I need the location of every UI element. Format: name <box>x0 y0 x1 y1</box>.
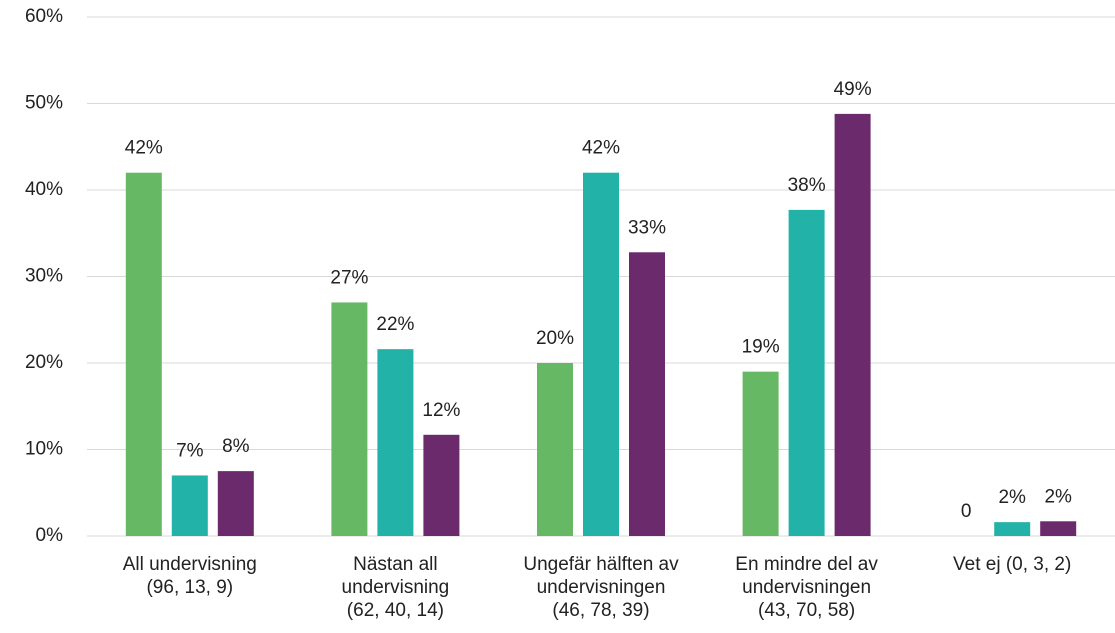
bar <box>788 209 825 536</box>
data-label: 12% <box>422 400 460 421</box>
bar <box>537 363 573 536</box>
data-label: 49% <box>834 79 872 100</box>
data-label: 0 <box>961 501 972 522</box>
y-tick-label: 20% <box>25 352 63 373</box>
bar <box>377 349 414 536</box>
y-tick-label: 0% <box>36 525 64 546</box>
bar <box>171 475 208 536</box>
bar <box>217 471 254 536</box>
bar <box>583 172 619 536</box>
data-label: 7% <box>176 440 204 461</box>
data-label: 33% <box>628 217 666 238</box>
bar <box>834 113 871 536</box>
data-label: 38% <box>788 175 826 196</box>
x-tick-label: Vet ej (0, 3, 2) <box>953 554 1072 575</box>
y-tick-label: 60% <box>25 6 63 27</box>
data-label: 2% <box>1044 486 1072 507</box>
data-label: 27% <box>330 267 368 288</box>
data-label: 19% <box>742 337 780 358</box>
bar <box>1040 521 1077 536</box>
data-label: 42% <box>125 138 163 159</box>
bar <box>994 522 1031 536</box>
data-label: 22% <box>376 314 414 335</box>
bar <box>125 172 162 536</box>
x-tick-label: En mindre del av undervisningen (43, 70,… <box>735 554 878 621</box>
y-tick-label: 30% <box>25 266 63 287</box>
y-tick-label: 50% <box>25 93 63 114</box>
bar <box>629 252 665 536</box>
bar <box>423 434 460 536</box>
x-tick-label: Ungefär hälften av undervisningen (46, 7… <box>523 554 679 621</box>
x-tick-label: Nästan all undervisning (62, 40, 14) <box>341 554 450 621</box>
x-tick-label: All undervisning (96, 13, 9) <box>122 554 257 598</box>
bar <box>331 302 368 536</box>
data-label: 8% <box>222 436 250 457</box>
y-tick-label: 10% <box>25 439 63 460</box>
bar <box>742 371 779 536</box>
data-label: 2% <box>998 487 1026 508</box>
y-tick-label: 40% <box>25 179 63 200</box>
data-label: 42% <box>582 138 620 159</box>
data-label: 20% <box>536 328 574 349</box>
